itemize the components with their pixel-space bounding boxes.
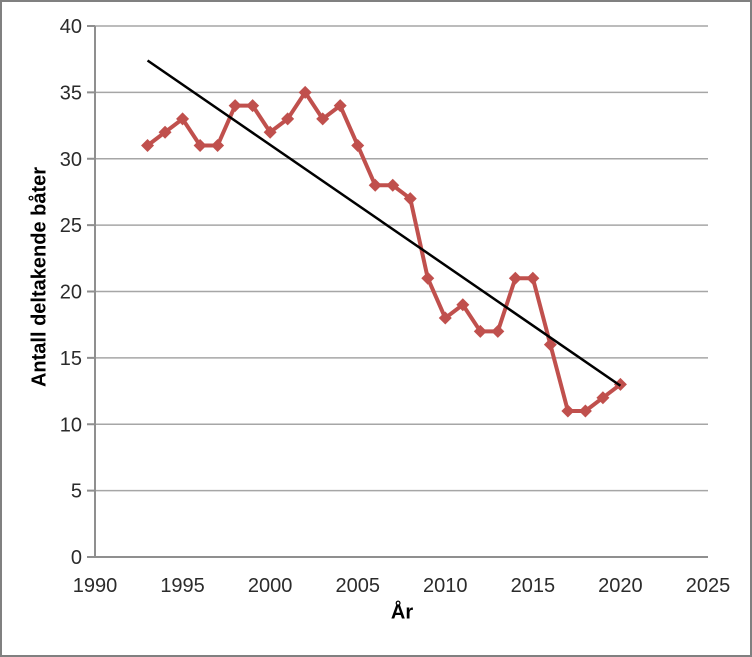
data-point-marker	[508, 271, 522, 285]
data-point-marker	[403, 192, 417, 206]
data-point-marker	[316, 112, 330, 126]
y-tick-label: 5	[71, 481, 82, 503]
y-tick-label: 40	[60, 16, 82, 38]
y-tick-label: 20	[60, 282, 82, 304]
y-tick-label: 30	[60, 149, 82, 171]
data-point-marker	[193, 138, 207, 152]
data-point-marker	[491, 324, 505, 338]
x-tick-label: 2005	[335, 575, 380, 597]
trendline	[146, 59, 622, 387]
series-line	[145, 90, 623, 413]
data-point-marker	[211, 138, 225, 152]
data-point-marker	[141, 138, 155, 152]
data-point-marker	[298, 85, 312, 99]
y-tick-label: 35	[60, 82, 82, 104]
y-tick-label: 10	[60, 414, 82, 436]
data-point-marker	[246, 99, 260, 113]
x-tick-label: 2010	[423, 575, 468, 597]
data-point-marker	[596, 391, 610, 405]
y-tick-label: 0	[71, 547, 82, 569]
y-tick-label: 25	[60, 215, 82, 237]
x-axis-title: År	[390, 601, 414, 624]
data-point-marker	[176, 112, 190, 126]
data-point-marker	[421, 271, 435, 285]
data-point-marker	[473, 324, 487, 338]
data-point-marker	[543, 338, 557, 352]
x-tick-label: 2025	[686, 575, 731, 597]
x-tick-label: 2015	[511, 575, 556, 597]
x-tick-label: 2020	[598, 575, 643, 597]
y-tick-label: 15	[60, 348, 82, 370]
data-point-marker	[456, 298, 470, 312]
data-point-marker	[263, 125, 277, 139]
x-tick-label: 1995	[160, 575, 205, 597]
x-tick-label: 1990	[73, 575, 118, 597]
data-point-marker	[438, 311, 452, 325]
data-point-marker	[561, 404, 575, 418]
data-point-marker	[281, 112, 295, 126]
data-point-marker	[158, 125, 172, 139]
data-point-marker	[368, 178, 382, 192]
data-point-marker	[228, 99, 242, 113]
data-point-marker	[386, 178, 400, 192]
y-axis-title: Antall deltakende båter	[28, 166, 51, 388]
x-tick-label: 2000	[248, 575, 293, 597]
data-point-marker	[578, 404, 592, 418]
data-point-marker	[526, 271, 540, 285]
data-point-marker	[351, 138, 365, 152]
data-point-marker	[333, 99, 347, 113]
